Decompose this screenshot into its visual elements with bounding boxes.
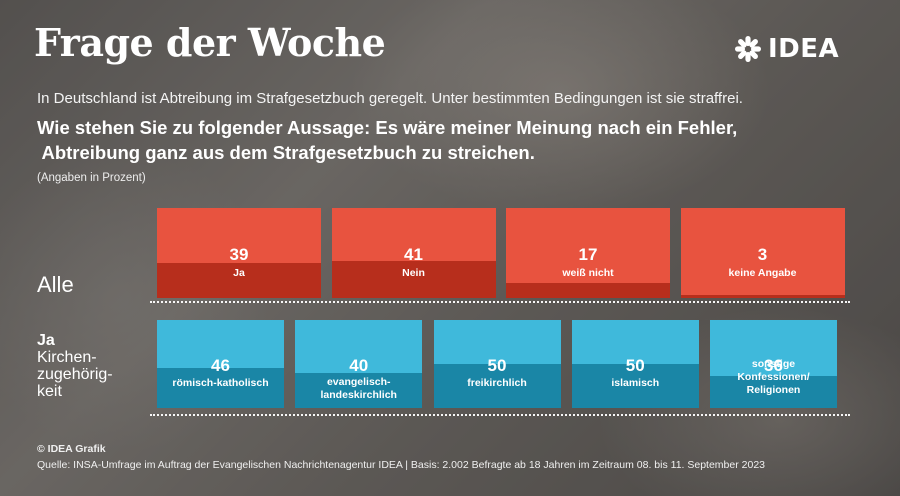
question-text: Wie stehen Sie zu folgender Aussage: Es … — [37, 115, 797, 165]
bar-tile: 39 Ja — [157, 208, 321, 298]
bar-value-label: 50 — [487, 356, 507, 375]
question-line-2: Abtreibung ganz aus dem Strafgesetzbuch … — [37, 142, 535, 163]
bar-tile: 17 weiß nicht — [506, 208, 670, 298]
bar-category-label: sonstige Konfessionen/Religionen — [710, 358, 837, 397]
bar-category-line: Religionen — [746, 384, 801, 396]
bar-fill — [571, 364, 699, 408]
bar-value-label: 41 — [404, 245, 423, 264]
bar-value-label: 46 — [211, 356, 230, 375]
bar-fill — [433, 364, 561, 408]
bar-tile: 40 evangelisch-landeskirchlich — [295, 320, 423, 408]
bar-category-line: freikirchlich — [467, 377, 527, 389]
row-label-alle: Alle — [37, 272, 74, 297]
row-label-line: zugehörig- — [37, 366, 113, 383]
row-label-kirchenzugehoerigkeit: Ja Kirchen- zugehörig- keit — [37, 332, 113, 400]
bar-fill — [506, 282, 670, 298]
row-label-ja: Ja — [37, 332, 55, 349]
bar-category-label: weiß nicht — [506, 267, 670, 280]
bar-tile: 50 freikirchlich — [433, 320, 561, 408]
bar-category-line: Ja — [233, 267, 245, 279]
bar-category-line: sonstige — [751, 358, 796, 370]
bar-value-label: 17 — [578, 245, 598, 264]
bar-fill — [331, 261, 496, 298]
bar-tile: 50 islamisch — [571, 320, 699, 408]
idea-logo-icon — [735, 36, 761, 62]
bar-tile: 3 keine Angabe — [680, 208, 845, 298]
bar-category-label: römisch-katholisch — [157, 377, 284, 390]
idea-logo-text: IDEA — [768, 34, 840, 64]
bar-fill — [157, 262, 321, 298]
bar-category-label: Ja — [157, 267, 321, 280]
bar-category-label: keine Angabe — [681, 267, 845, 280]
idea-logo: IDEA — [734, 34, 839, 64]
row-label-line: Kirchen- — [37, 349, 97, 366]
bar-category-line: weiß nicht — [562, 267, 614, 279]
bar-tile: 41 Nein — [331, 208, 496, 298]
unit-note: (Angaben in Prozent) — [37, 172, 146, 184]
bar-value-label: 50 — [625, 356, 645, 375]
bar-category-label: Nein — [332, 267, 496, 280]
intro-text: In Deutschland ist Abtreibung im Strafge… — [37, 90, 743, 107]
divider-bottom — [150, 414, 850, 416]
bar-category-line: Konfessionen/ — [737, 371, 810, 383]
source: Quelle: INSA-Umfrage im Auftrag der Evan… — [37, 459, 766, 471]
bar-fill — [680, 295, 845, 298]
bar-category-label: evangelisch-landeskirchlich — [295, 376, 422, 402]
credit: © IDEA Grafik — [37, 443, 106, 455]
bar-category-line: Nein — [402, 267, 425, 279]
question-line-1: Wie stehen Sie zu folgender Aussage: Es … — [37, 117, 738, 138]
bar-category-line: evangelisch- — [326, 376, 391, 388]
bar-category-line: römisch-katholisch — [172, 377, 269, 389]
bar-category-line: landeskirchlich — [320, 389, 397, 401]
bar-category-line: islamisch — [611, 377, 660, 389]
page-title: Frage der Woche — [34, 20, 386, 65]
bar-fill — [710, 376, 837, 408]
bar-value-label: 3 — [757, 245, 768, 264]
bar-tile: 46 römisch-katholisch — [157, 320, 284, 408]
bar-fill — [295, 372, 423, 408]
bar-category-label: islamisch — [572, 377, 699, 390]
bar-value-label: 36 — [764, 356, 783, 375]
bar-tile: 36 sonstige Konfessionen/Religionen — [710, 320, 837, 408]
bar-value-label: 40 — [349, 356, 369, 375]
bar-value-label: 39 — [229, 245, 249, 264]
row-label-line: keit — [37, 383, 62, 400]
divider-top — [150, 301, 850, 303]
bar-fill — [157, 367, 284, 408]
bar-category-line: keine Angabe — [728, 267, 797, 279]
bar-category-label: freikirchlich — [434, 377, 561, 390]
